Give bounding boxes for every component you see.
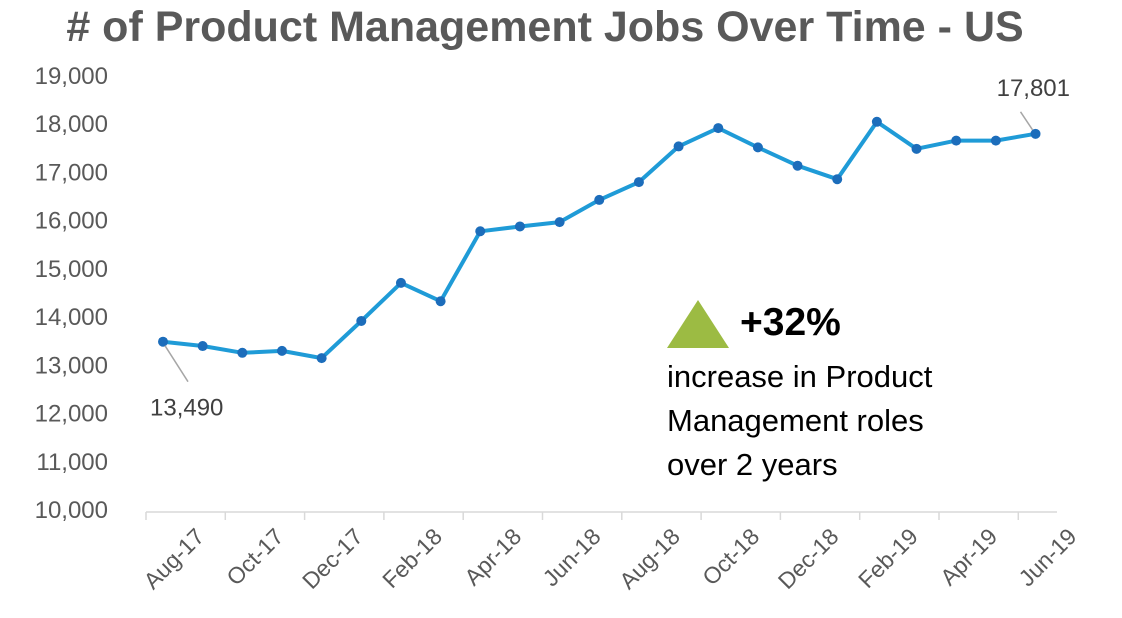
callout-description: increase in Product Management roles ove…	[667, 355, 997, 487]
callout-line: increase in Product	[667, 359, 933, 394]
x-tick-label: Oct-17	[221, 523, 288, 590]
data-point	[395, 277, 406, 288]
x-tick-label: Oct-18	[697, 523, 764, 590]
x-tick-label: Jun-18	[538, 523, 606, 591]
x-tick-label: Aug-17	[138, 523, 209, 594]
x-tick-label: Aug-18	[614, 523, 685, 594]
annotation-label: 13,490	[150, 395, 223, 422]
data-point	[1030, 128, 1041, 139]
data-point	[951, 135, 962, 146]
data-point	[832, 174, 843, 185]
growth-percentage: +32%	[740, 301, 841, 344]
triangle-up-icon	[667, 300, 729, 348]
x-tick-label: Dec-18	[773, 523, 844, 594]
data-point	[594, 194, 605, 205]
chart-title: # of Product Management Jobs Over Time -…	[66, 3, 1024, 51]
y-tick-label: 14,000	[35, 304, 108, 331]
data-point	[990, 135, 1001, 146]
data-point	[554, 217, 565, 228]
x-tick-label: Apr-18	[459, 523, 526, 590]
data-point	[475, 226, 486, 237]
data-point	[276, 345, 287, 356]
x-tick-label: Apr-19	[935, 523, 1002, 590]
callout-line: over 2 years	[667, 447, 838, 482]
x-tick-label: Feb-19	[853, 523, 923, 593]
callout-line: Management roles	[667, 403, 924, 438]
data-point	[237, 347, 248, 358]
x-tick-label: Feb-18	[377, 523, 447, 593]
data-point	[871, 116, 882, 127]
y-tick-label: 17,000	[35, 159, 108, 186]
annotation-label: 17,801	[997, 75, 1070, 102]
data-point	[752, 142, 763, 153]
data-point	[316, 353, 327, 364]
y-tick-label: 18,000	[35, 111, 108, 138]
y-tick-label: 10,000	[35, 497, 108, 524]
annotation-leader-line	[1019, 111, 1034, 131]
y-tick-label: 16,000	[35, 208, 108, 235]
data-point	[633, 177, 644, 188]
callout-header: +32%	[667, 298, 997, 350]
data-point	[435, 296, 446, 307]
data-point	[911, 143, 922, 154]
data-point	[197, 341, 208, 352]
data-point	[673, 141, 684, 152]
y-tick-label: 15,000	[35, 256, 108, 283]
y-tick-label: 19,000	[35, 63, 108, 90]
x-tick-label: Dec-17	[297, 523, 368, 594]
data-point	[713, 123, 724, 134]
growth-callout: +32% increase in Product Management role…	[667, 298, 997, 487]
annotation-leader-line	[164, 345, 189, 383]
data-point	[792, 160, 803, 171]
x-tick-label: Jun-19	[1013, 523, 1081, 591]
y-tick-label: 13,000	[35, 352, 108, 379]
y-tick-label: 11,000	[36, 449, 108, 476]
data-point	[514, 221, 525, 232]
y-tick-label: 12,000	[35, 401, 108, 428]
data-point	[356, 315, 367, 326]
data-point	[158, 336, 168, 347]
